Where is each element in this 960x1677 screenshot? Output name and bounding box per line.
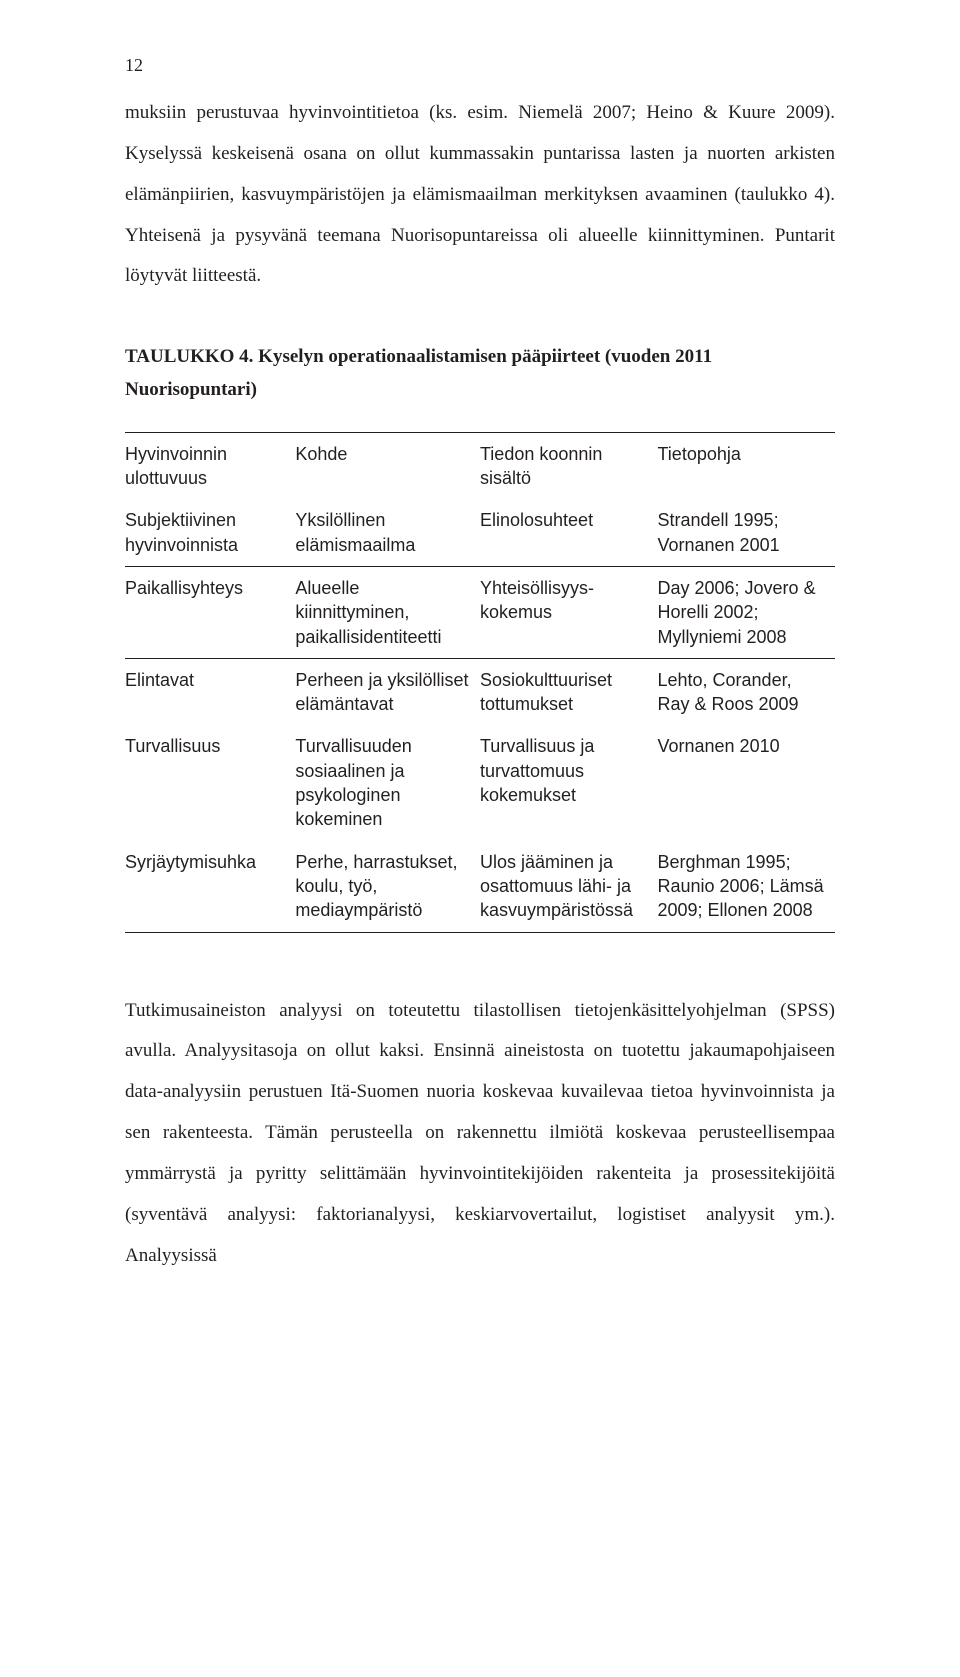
table-row: Turvallisuus Turvallisuuden sosiaalinen … — [125, 725, 835, 840]
cell: Paikallisyhteys — [125, 567, 295, 659]
cell: Yksilöllinen elämismaailma — [295, 499, 480, 566]
header-content: Tiedon koonnin sisältö — [480, 432, 658, 499]
cell: Syrjäytymisuhka — [125, 841, 295, 932]
cell: Perhe, harrastukset, koulu, työ, mediaym… — [295, 841, 480, 932]
cell: Elinolosuhteet — [480, 499, 658, 566]
cell: Day 2006; Jovero & Horelli 2002; Myllyni… — [657, 567, 835, 659]
cell: Subjektiivinen hyvinvoinnista — [125, 499, 295, 566]
cell: Berghman 1995; Raunio 2006; Lämsä 2009; … — [657, 841, 835, 932]
table-row: Syrjäytymisuhka Perhe, harrastukset, kou… — [125, 841, 835, 932]
cell: Elintavat — [125, 658, 295, 725]
cell: Vornanen 2010 — [657, 725, 835, 840]
table-operationalization: Hyvinvoinnin ulottuvuus Kohde Tiedon koo… — [125, 432, 835, 933]
cell: Strandell 1995; Vornanen 2001 — [657, 499, 835, 566]
cell: Turvallisuuden sosiaalinen ja psykologin… — [295, 725, 480, 840]
table-title: TAULUKKO 4. Kyselyn operationaalistamise… — [125, 341, 835, 406]
page-number: 12 — [125, 55, 143, 76]
paragraph-intro: muksiin perustuvaa hyvinvointitietoa (ks… — [125, 93, 835, 297]
header-basis: Tietopohja — [657, 432, 835, 499]
header-dimension: Hyvinvoinnin ulottuvuus — [125, 432, 295, 499]
cell: Yhteisöllisyys-kokemus — [480, 567, 658, 659]
cell: Alueelle kiinnittyminen, paikallisidenti… — [295, 567, 480, 659]
table-row: Subjektiivinen hyvinvoinnista Yksilöllin… — [125, 499, 835, 566]
cell: Lehto, Corander, Ray & Roos 2009 — [657, 658, 835, 725]
header-target: Kohde — [295, 432, 480, 499]
table-header-row: Hyvinvoinnin ulottuvuus Kohde Tiedon koo… — [125, 432, 835, 499]
table-row: Paikallisyhteys Alueelle kiinnittyminen,… — [125, 567, 835, 659]
cell: Turvallisuus — [125, 725, 295, 840]
page: 12 muksiin perustuvaa hyvinvointitietoa … — [0, 0, 960, 1677]
cell: Perheen ja yksilölliset elämäntavat — [295, 658, 480, 725]
cell: Turvallisuus ja turvattomuus kokemukset — [480, 725, 658, 840]
paragraph-analysis: Tutkimusaineiston analyysi on toteutettu… — [125, 991, 835, 1277]
cell: Sosiokulttuuriset tottumukset — [480, 658, 658, 725]
cell: Ulos jääminen ja osattomuus lähi- ja kas… — [480, 841, 658, 932]
table-row: Elintavat Perheen ja yksilölliset elämän… — [125, 658, 835, 725]
